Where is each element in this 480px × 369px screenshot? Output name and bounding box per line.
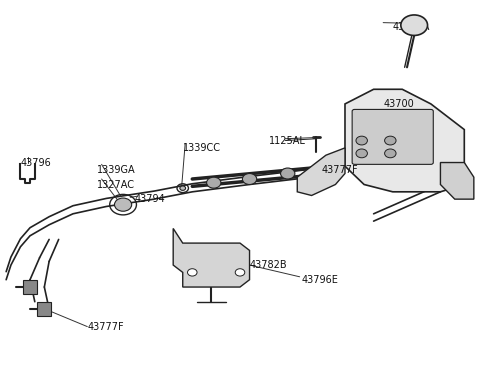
FancyBboxPatch shape <box>352 110 433 164</box>
Text: 1339CC: 1339CC <box>183 143 221 153</box>
Text: 43700: 43700 <box>383 99 414 109</box>
Polygon shape <box>173 228 250 287</box>
Circle shape <box>384 149 396 158</box>
Text: 43794: 43794 <box>135 194 166 204</box>
Text: 43796E: 43796E <box>302 275 339 285</box>
Circle shape <box>356 136 367 145</box>
Text: 43782B: 43782B <box>250 260 287 270</box>
Circle shape <box>188 269 197 276</box>
Bar <box>23 280 37 294</box>
Circle shape <box>356 149 367 158</box>
Text: 1125AL: 1125AL <box>269 135 305 145</box>
Polygon shape <box>345 89 464 192</box>
Text: 1327AC: 1327AC <box>97 179 135 190</box>
Circle shape <box>281 168 295 179</box>
Circle shape <box>242 173 257 184</box>
Text: 43711A: 43711A <box>393 22 430 32</box>
Circle shape <box>115 198 132 211</box>
Text: 43777F: 43777F <box>87 323 124 332</box>
Circle shape <box>235 269 245 276</box>
Polygon shape <box>441 162 474 199</box>
Circle shape <box>206 177 221 188</box>
Circle shape <box>180 186 186 190</box>
Text: 1339GA: 1339GA <box>97 165 135 175</box>
Text: 43777F: 43777F <box>321 165 358 175</box>
Circle shape <box>384 136 396 145</box>
Bar <box>37 303 51 315</box>
Polygon shape <box>297 148 345 196</box>
Circle shape <box>401 15 428 35</box>
Text: 43796: 43796 <box>21 158 51 168</box>
